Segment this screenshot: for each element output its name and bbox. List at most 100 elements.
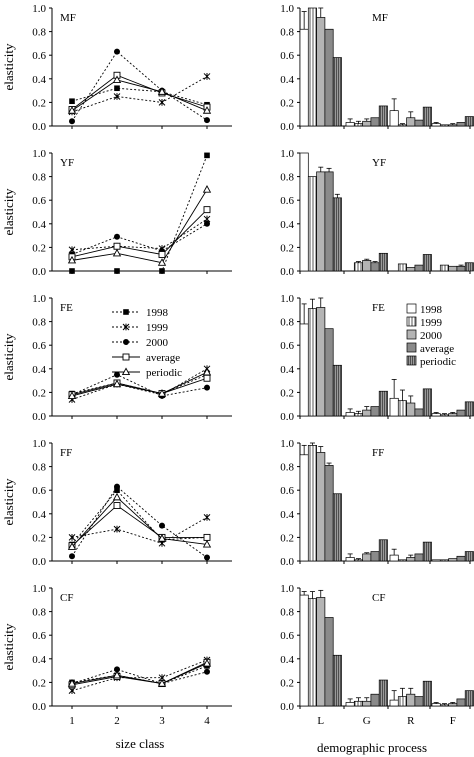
bars-periodic <box>332 654 474 707</box>
left-ylabel: elasticity <box>1 43 16 90</box>
series-line-average <box>71 504 207 546</box>
bar-average <box>324 465 334 562</box>
left-y-tick-label: 1.0 <box>32 583 46 595</box>
series-1998 <box>69 663 210 687</box>
right-panel-cf: 0.0 0.2 0.4 0.6 0.8 1.0 L G R F CF <box>280 583 474 727</box>
point-2000 <box>114 483 120 490</box>
legend-marker-periodic <box>121 367 131 376</box>
series-line-2000 <box>71 485 208 558</box>
left-panel-cf: 0.0 0.2 0.4 0.6 0.8 1.0 1 2 3 4 elasticity CF <box>1 583 232 727</box>
bar-average <box>370 693 380 707</box>
series-line-average <box>71 661 208 686</box>
right-y-tick-label: 0.4 <box>280 364 294 376</box>
series-line-1999 <box>71 218 208 251</box>
bar-1999 <box>397 124 407 127</box>
point-2000 <box>204 117 210 124</box>
bar-1999 <box>353 413 363 417</box>
bar-average <box>324 171 334 272</box>
series-line-periodic <box>71 496 208 548</box>
left-x-tick-label: 2 <box>114 715 120 727</box>
series-2000 <box>69 220 210 258</box>
bar-1999 <box>353 559 363 562</box>
series-line-1999 <box>71 368 208 400</box>
right-y-tick-label: 0.2 <box>280 677 294 689</box>
point-1999 <box>113 93 121 100</box>
legend-marker-2000 <box>123 339 129 345</box>
bar-average <box>324 28 334 127</box>
right-y-tick-label: 1.0 <box>280 293 294 305</box>
right-panel-fe: 0.0 0.2 0.4 0.6 0.8 1.0 FE 199819992000averagep… <box>280 293 474 423</box>
bar-average <box>456 122 466 127</box>
left-y-tick-label: 0.0 <box>32 266 46 278</box>
series-1999 <box>68 513 211 547</box>
bar-periodic <box>332 364 342 417</box>
legend-label-1999: 1999 <box>420 317 443 329</box>
right-y-tick-label: 0.6 <box>280 485 294 497</box>
right-y-tick-label: 0.4 <box>280 654 294 666</box>
point-1999 <box>203 73 211 80</box>
point-2000 <box>114 48 120 55</box>
series-line-2000 <box>71 668 208 685</box>
bar-periodic <box>464 551 474 562</box>
bar-average <box>414 553 424 562</box>
right-y-tick-label: 0.2 <box>280 97 294 109</box>
series-line-1999 <box>71 516 208 544</box>
left-y-tick-label: 0.8 <box>32 317 46 329</box>
right-y-tick-label: 0.6 <box>280 630 294 642</box>
bar-average <box>370 117 380 127</box>
bar-periodic <box>378 539 388 562</box>
left-y-tick-label: 0.2 <box>32 532 46 544</box>
bar-average <box>414 408 424 417</box>
bar-average <box>324 617 334 707</box>
legend-label-2000: 2000 <box>420 330 443 342</box>
bar-periodic <box>378 252 388 272</box>
legend-label-periodic: periodic <box>146 367 182 379</box>
series-line-1999 <box>71 659 208 692</box>
left-xlabel: size class <box>116 736 165 751</box>
right-panel-label: CF <box>372 592 385 604</box>
bar-average <box>414 264 424 272</box>
point-periodic <box>112 670 122 679</box>
right-y-tick-label: 0.0 <box>280 556 294 568</box>
left-y-tick-label: 0.4 <box>32 364 46 376</box>
series-line-average <box>71 377 208 396</box>
series-line-1998 <box>72 155 208 272</box>
series-average <box>68 374 211 399</box>
bar-1999 <box>353 262 363 272</box>
bar-periodic <box>464 116 474 127</box>
right-y-tick-label: 0.8 <box>280 317 294 329</box>
series-line-periodic <box>71 663 208 685</box>
point-periodic <box>112 75 122 84</box>
bars-periodic <box>332 193 474 272</box>
right-bar-panels: 0.0 0.2 0.4 0.6 0.8 1.0 MF 0.0 0.2 0.4 0.6 0.8 1.0 YF… <box>280 3 474 727</box>
legend-swatch-1998 <box>406 303 417 314</box>
bar-1998 <box>299 152 309 272</box>
right-y-tick-label: 0.8 <box>280 462 294 474</box>
bar-1998 <box>389 699 399 707</box>
bar-1998 <box>299 454 309 562</box>
right-y-tick-label: 0.2 <box>280 387 294 399</box>
right-panel-yf: 0.0 0.2 0.4 0.6 0.8 1.0 YF <box>280 148 474 278</box>
point-periodic <box>112 379 122 388</box>
right-x-tick-label: G <box>363 715 371 727</box>
left-panel-label: MF <box>60 12 76 24</box>
point-periodic <box>157 389 167 397</box>
point-average <box>203 374 211 382</box>
left-x-tick-label: 1 <box>69 715 75 727</box>
point-average <box>203 206 211 214</box>
bar-2000 <box>362 700 372 707</box>
legend-marker-1999 <box>122 323 130 331</box>
bar-1999 <box>307 7 317 127</box>
right-y-tick-label: 0.2 <box>280 532 294 544</box>
bar-1999 <box>397 696 407 707</box>
series-line-2000 <box>71 50 208 122</box>
point-1998 <box>69 268 75 274</box>
right-panel-mf: 0.0 0.2 0.4 0.6 0.8 1.0 MF <box>280 3 474 133</box>
bar-1999 <box>307 445 317 562</box>
point-1998 <box>114 487 120 493</box>
bar-1998 <box>431 413 441 417</box>
bar-periodic <box>422 106 432 127</box>
right-panel-label: FF <box>372 447 384 459</box>
right-x-tick-label: L <box>317 715 324 727</box>
